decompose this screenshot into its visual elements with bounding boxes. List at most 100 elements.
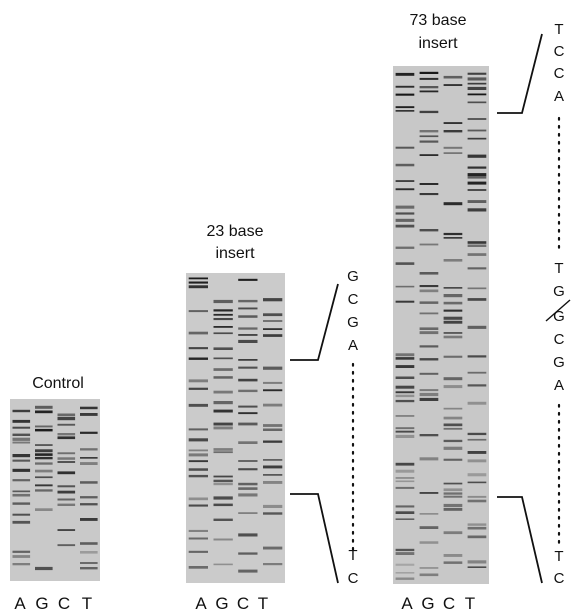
insert23-gel-band [213, 518, 233, 521]
insert23-gel-band [213, 538, 233, 541]
insert73-gel-band [395, 106, 415, 109]
insert73-gel-band [443, 75, 463, 79]
control-gel-band [12, 502, 31, 505]
control-gel-band [57, 461, 76, 463]
insert23-gel-band [188, 438, 208, 442]
insert73-lane-label-g: G [421, 594, 434, 613]
insert73-gel-band [443, 309, 463, 312]
insert23-gel-band [213, 376, 233, 379]
control-gel-band [35, 405, 53, 409]
insert23-gel-band [188, 504, 208, 507]
insert73-gel-band [467, 86, 487, 90]
insert73-gel-band [443, 146, 463, 149]
insert73-panel: 73 base insert T C C A T G G C G A T C A… [393, 12, 571, 613]
insert23-gel-band [188, 550, 208, 553]
insert73-seq-bottom-2: C [554, 570, 565, 587]
control-lane-label-g: G [35, 594, 48, 613]
insert73-gel-band [443, 301, 463, 305]
insert73-gel-band [395, 469, 415, 473]
control-gel-band [80, 496, 98, 499]
insert23-gel-band [188, 566, 208, 569]
control-panel: Control A G C T [10, 375, 100, 613]
insert23-gel-band [263, 459, 283, 461]
control-gel-band [12, 419, 31, 423]
insert23-gel-band [188, 347, 208, 350]
insert73-gel-band [467, 481, 487, 484]
insert23-gel-band [263, 366, 283, 370]
control-gel-band [12, 479, 31, 482]
insert23-gel-band [263, 334, 283, 337]
insert23-bracket-bottom [290, 493, 339, 584]
control-gel-band [12, 433, 31, 436]
insert73-gel-band [419, 135, 439, 138]
insert73-gel-band [395, 365, 415, 368]
insert73-gel-band [467, 166, 487, 169]
insert23-gel-band [213, 318, 233, 321]
insert73-gel-band [443, 458, 463, 461]
insert73-seq-top-1: T [554, 21, 563, 38]
insert73-gel-band [395, 427, 415, 430]
insert23-gel-band [213, 347, 233, 350]
control-lane-label-t: T [82, 594, 92, 613]
control-gel-band [35, 469, 53, 473]
insert23-gel-band [238, 422, 258, 426]
control-gel-band [80, 448, 98, 451]
insert73-gel-band [467, 432, 487, 436]
insert73-gel-band [419, 154, 439, 156]
insert23-gel-band [263, 428, 283, 431]
control-gel-band [12, 454, 31, 458]
insert73-gel-band [419, 327, 439, 330]
insert23-gel-band [238, 327, 258, 330]
insert73-bracket-top [497, 33, 543, 114]
control-gel-band [35, 428, 53, 432]
control-gel-band [12, 409, 31, 413]
insert73-gel-band [467, 72, 487, 75]
insert73-gel-band [419, 90, 439, 93]
insert73-gel-band [467, 495, 487, 498]
insert23-gel-band [188, 357, 208, 360]
insert73-gel-band [443, 294, 463, 298]
insert73-gel-band [443, 320, 463, 324]
insert23-gel-band [188, 453, 208, 457]
insert73-gel-band [395, 391, 415, 394]
insert23-gel-band [263, 328, 283, 330]
insert73-gel-band [467, 200, 487, 203]
control-gel-band [80, 413, 98, 416]
insert73-gel-band [467, 535, 487, 539]
insert73-gel-band [443, 316, 463, 320]
insert23-gel-band [188, 310, 208, 313]
control-gel-band [12, 437, 31, 441]
insert73-seq-top-2: C [554, 43, 565, 60]
insert73-gel-band [467, 401, 487, 405]
insert23-gel-band [188, 387, 208, 390]
insert23-gel-band [213, 475, 233, 478]
insert73-gel-band [443, 423, 463, 427]
insert73-gel-band [467, 101, 487, 104]
control-gel-band [35, 425, 53, 428]
insert23-gel-band [238, 378, 258, 382]
insert23-gel-band [188, 281, 208, 284]
insert23-lane-label-g: G [215, 594, 228, 613]
insert73-gel-band [443, 561, 463, 564]
insert73-gel-band [419, 86, 439, 89]
insert73-gel-band [395, 552, 415, 555]
insert73-gel-band [419, 526, 439, 529]
control-gel-band [12, 468, 31, 472]
insert73-gel-band [419, 434, 439, 437]
control-gel-band [35, 449, 53, 453]
control-gel-band [35, 489, 53, 492]
insert73-gel-band [395, 285, 415, 288]
insert73-seq-top-3: C [554, 65, 565, 82]
insert73-gel-band [467, 244, 487, 247]
insert23-title-line1: 23 base [207, 223, 264, 240]
insert73-gel-band [443, 492, 463, 495]
control-gel-band [57, 433, 76, 436]
control-gel-band [57, 417, 76, 421]
insert23-seq-top-3: G [347, 314, 359, 331]
insert73-gel-band [467, 118, 487, 120]
insert23-gel-band [188, 331, 208, 335]
insert73-gel-band [467, 298, 487, 301]
control-gel-band [57, 457, 76, 460]
insert73-gel-band [467, 189, 487, 191]
insert73-gel-band [395, 180, 415, 182]
